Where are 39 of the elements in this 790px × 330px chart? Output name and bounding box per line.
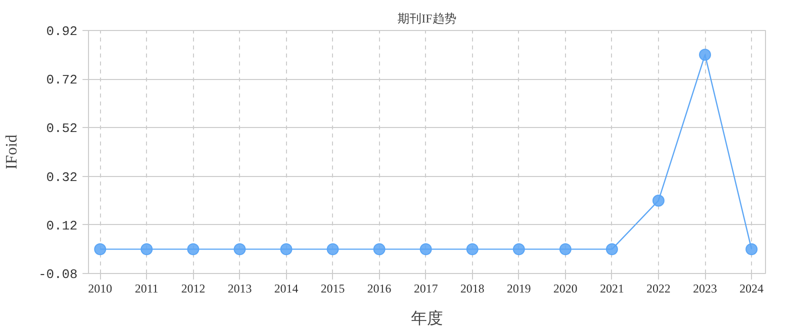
point	[326, 243, 339, 256]
x-tick-label: 2021	[600, 282, 624, 296]
point	[280, 243, 292, 256]
y-tick-label: 0.52	[46, 121, 78, 136]
point	[699, 48, 712, 61]
point	[373, 243, 386, 256]
x-tick-label: 2013	[228, 282, 252, 296]
x-tick-label: 2018	[460, 282, 484, 296]
x-tick-label: 2016	[367, 282, 392, 296]
x-tick-label: 2023	[693, 282, 718, 296]
point	[559, 243, 572, 256]
x-tick-label: 2015	[320, 282, 345, 296]
x-tick-label: 2012	[181, 282, 206, 296]
point	[140, 243, 153, 256]
x-tick-label: 2011	[134, 282, 158, 296]
x-axis-title: 年度	[411, 310, 443, 328]
y-axis-title: IFoid	[3, 134, 20, 170]
x-tick-label: 2024	[740, 282, 764, 296]
point	[94, 243, 106, 256]
y-tick-label: 0.12	[46, 218, 78, 234]
x-tick-label: 2010	[88, 282, 112, 296]
point	[746, 243, 758, 256]
point	[420, 243, 432, 256]
x-tick-label: 2022	[646, 282, 670, 296]
x-tick-label: 2019	[506, 282, 531, 296]
point	[606, 243, 618, 256]
x-tick-label: 2017	[414, 282, 438, 296]
y-tick-label: 0.72	[46, 72, 78, 88]
y-tick-label: 0.32	[46, 170, 78, 185]
y-tick-label: -0.08	[38, 267, 78, 282]
point	[512, 243, 525, 256]
point	[187, 243, 200, 256]
point	[466, 243, 478, 256]
x-tick-label: 2014	[274, 282, 298, 296]
y-tick-label: 0.92	[46, 24, 78, 39]
chart-title: 期刊IF趋势	[398, 12, 456, 26]
point	[234, 243, 246, 256]
x-tick-label: 2020	[553, 282, 578, 296]
point	[652, 194, 664, 207]
